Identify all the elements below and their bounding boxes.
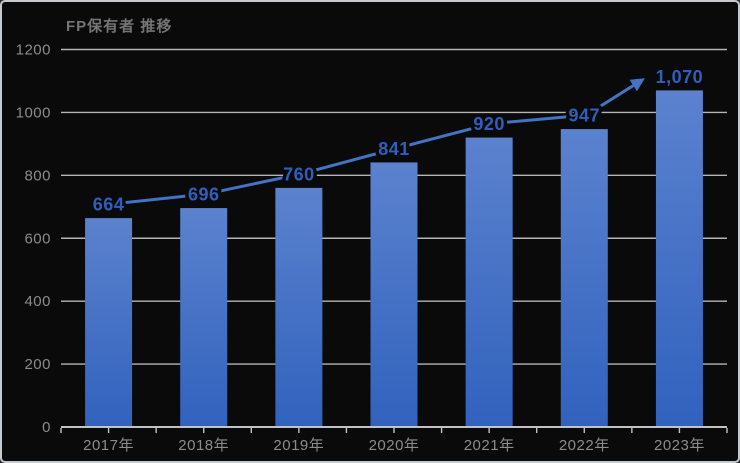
y-tick-label: 0 bbox=[42, 419, 51, 436]
x-tick-label: 2021年 bbox=[464, 437, 515, 454]
bar-2021年 bbox=[465, 137, 513, 428]
data-label-2017年: 664 bbox=[93, 195, 125, 215]
bar-2017年 bbox=[85, 218, 133, 427]
data-label-2023年: 1,070 bbox=[656, 67, 704, 87]
chart-title: FP保有者 推移 bbox=[66, 18, 173, 35]
x-tick-label: 2023年 bbox=[654, 437, 705, 454]
bar-2019年 bbox=[275, 187, 323, 427]
data-label-2020年: 841 bbox=[378, 139, 410, 159]
bar-2022年 bbox=[560, 129, 608, 427]
x-tick-label: 2019年 bbox=[273, 437, 324, 454]
x-tick-label: 2022年 bbox=[559, 437, 610, 454]
y-tick-label: 800 bbox=[24, 167, 51, 184]
bar-2018年 bbox=[180, 208, 228, 427]
y-tick-label: 200 bbox=[24, 356, 51, 373]
y-tick-label: 1200 bbox=[16, 42, 51, 59]
data-label-2022年: 947 bbox=[569, 106, 601, 126]
y-tick-label: 1000 bbox=[16, 104, 51, 121]
y-tick-label: 600 bbox=[24, 230, 51, 247]
x-tick-label: 2018年 bbox=[178, 437, 229, 454]
data-label-2019年: 760 bbox=[283, 164, 315, 184]
x-tick-label: 2020年 bbox=[369, 437, 420, 454]
bar-2023年 bbox=[655, 90, 703, 427]
x-tick-label: 2017年 bbox=[83, 437, 134, 454]
data-label-2018年: 696 bbox=[188, 185, 220, 205]
bar-2020年 bbox=[370, 162, 418, 427]
data-label-2021年: 920 bbox=[473, 114, 505, 134]
trend-line bbox=[110, 78, 645, 206]
y-tick-label: 400 bbox=[24, 293, 51, 310]
